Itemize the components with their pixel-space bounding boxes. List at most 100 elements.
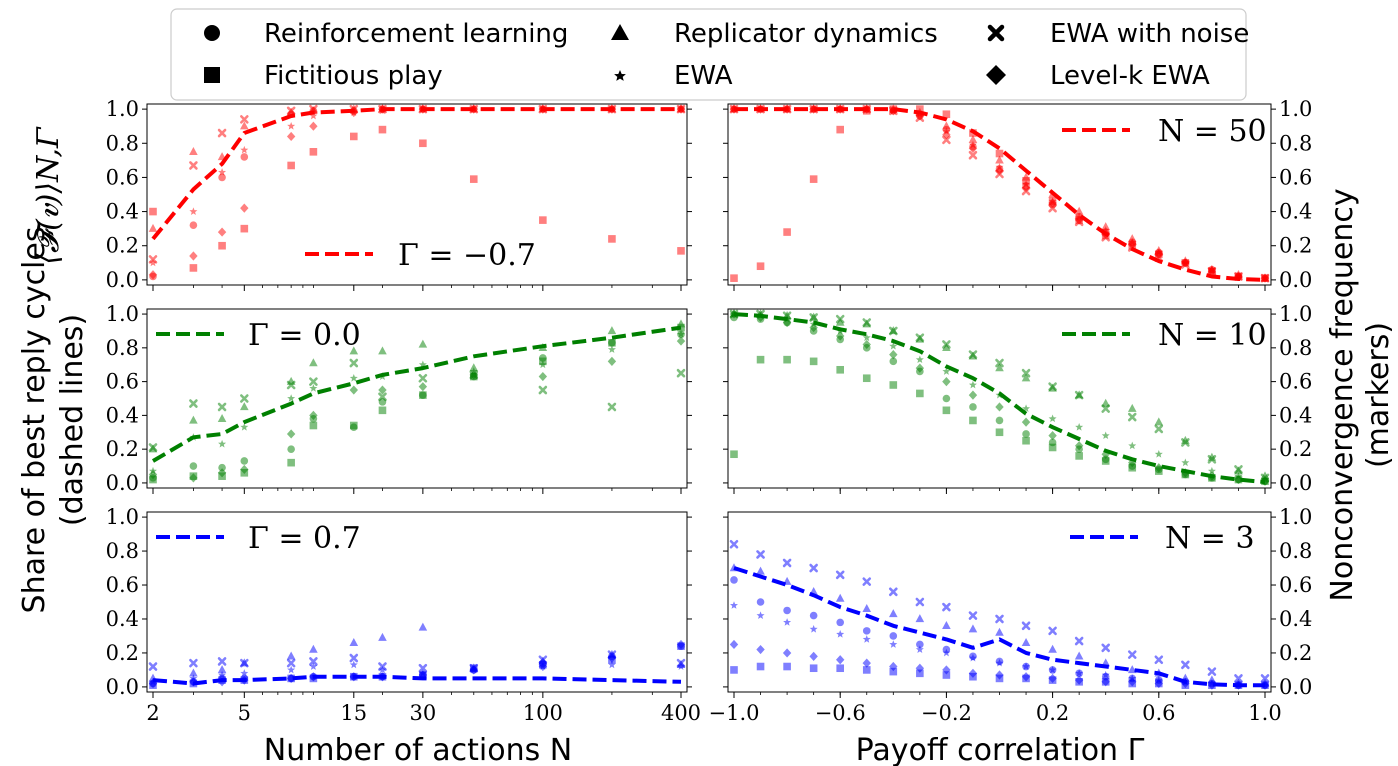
axes-frame (146, 511, 688, 693)
triangle-marker (1127, 403, 1137, 412)
triangle-marker (1074, 206, 1084, 215)
x-mark-marker (349, 653, 359, 663)
x-mark-marker (942, 602, 951, 612)
diamond-marker (676, 336, 686, 346)
diamond-marker (862, 658, 871, 668)
star-marker (1048, 665, 1057, 674)
circle-marker (809, 611, 818, 620)
legend: Reinforcement learning Fictitious play R… (170, 8, 1249, 101)
circle-marker (969, 403, 977, 411)
x-mark-marker (1154, 655, 1164, 665)
star-marker (1022, 404, 1031, 413)
star-marker (287, 122, 296, 130)
triangle-marker (835, 593, 845, 602)
panel-left-bottom: 0.0 0.2 0.4 0.6 0.8 1.0 2 5 15 30 100 400 Γ = 0.7 (106, 505, 701, 725)
panel-legend: Γ = 0.0 (156, 318, 361, 353)
square-marker (677, 323, 685, 332)
x-mark-marker (217, 402, 227, 412)
diamond-marker (1128, 239, 1137, 249)
best-reply-cycles-line (151, 107, 681, 241)
square-marker (287, 161, 295, 170)
square-marker (783, 355, 791, 364)
star-marker (1154, 450, 1163, 458)
x-tick-label: 1.0 (1248, 701, 1281, 725)
right-ylabel-line1: Nonconvergence frequency (1325, 188, 1360, 601)
series-diamond (729, 639, 1270, 690)
x-mark-marker (418, 373, 428, 383)
triangle-marker (309, 358, 318, 367)
y-tick-label: 0.6 (106, 573, 139, 597)
x-mark-marker (1234, 674, 1243, 683)
star-marker (218, 439, 227, 448)
triangle-marker (217, 413, 227, 422)
y-tick-label: 0.2 (106, 437, 139, 461)
star-marker (418, 360, 427, 369)
square-marker (783, 662, 791, 671)
square-marker (862, 666, 871, 674)
x-mark-marker (1127, 412, 1137, 422)
diamond-marker (1048, 673, 1057, 684)
star-marker (836, 630, 845, 638)
y-tick-label: 0.0 (106, 675, 139, 699)
y-tick-label: 1.0 (106, 505, 139, 529)
x-mark-marker (1101, 643, 1110, 653)
triangle-marker (189, 147, 198, 156)
square-marker (756, 262, 765, 271)
series-circle (149, 330, 685, 482)
diamond-marker (469, 665, 478, 675)
square-marker (942, 671, 951, 679)
diamond-marker (968, 668, 978, 678)
square-marker (756, 662, 765, 671)
x-mark-marker (676, 368, 686, 378)
square-marker (378, 406, 387, 415)
diamond-marker (240, 203, 249, 213)
x-mark-marker (1207, 667, 1217, 676)
panel-right-bottom: 0.0 0.2 0.4 0.6 0.8 1.0 −1.0 −0.6 −0.2 0.2 0.6 1.0 N… (709, 505, 1313, 725)
y-tick-label: 1.0 (1279, 302, 1312, 326)
diamond-marker (862, 339, 871, 350)
x-mark-marker (835, 314, 845, 324)
star-marker (995, 658, 1004, 667)
star-marker (942, 648, 951, 657)
triangle-marker (968, 624, 978, 633)
circle-icon (204, 25, 220, 41)
series-square (149, 642, 685, 690)
x-mark-marker (942, 135, 951, 145)
square-marker (889, 381, 898, 389)
diamond-marker (915, 363, 925, 373)
x-mark-marker (538, 385, 548, 395)
diamond-marker (782, 648, 792, 658)
circle-marker (783, 606, 791, 615)
x-mark-marker (1074, 636, 1084, 646)
circle-marker (189, 221, 198, 230)
diamond-marker (756, 644, 765, 655)
y-tick-label: 0.0 (106, 268, 139, 292)
diamond-marker (607, 356, 617, 366)
x-mark-marker (995, 614, 1004, 624)
x-mark-marker (995, 358, 1004, 368)
x-tick-label: −0.6 (815, 701, 866, 725)
circle-marker (1022, 430, 1030, 438)
square-marker (730, 274, 738, 282)
y-tick-label: 1.0 (1279, 505, 1312, 529)
square-marker (240, 224, 249, 233)
x-mark-marker (729, 539, 739, 549)
square-marker (836, 125, 844, 134)
square-marker (836, 664, 844, 673)
x-mark-marker (418, 663, 428, 673)
square-marker (836, 365, 844, 374)
star-marker (149, 258, 157, 267)
x-mark-marker (349, 358, 359, 368)
circle-marker (889, 357, 898, 366)
triangle-marker (240, 121, 249, 130)
x-mark-marker (676, 658, 686, 668)
x-tick-label: 15 (340, 701, 367, 725)
circle-marker (916, 640, 924, 649)
x-tick-label: 5 (238, 701, 251, 725)
x-mark-icon (987, 24, 1005, 42)
x-mark-marker (309, 657, 318, 666)
diamond-marker (889, 106, 898, 116)
triangle-marker (1021, 172, 1031, 181)
circle-marker (218, 463, 226, 472)
diamond-marker (538, 661, 548, 672)
